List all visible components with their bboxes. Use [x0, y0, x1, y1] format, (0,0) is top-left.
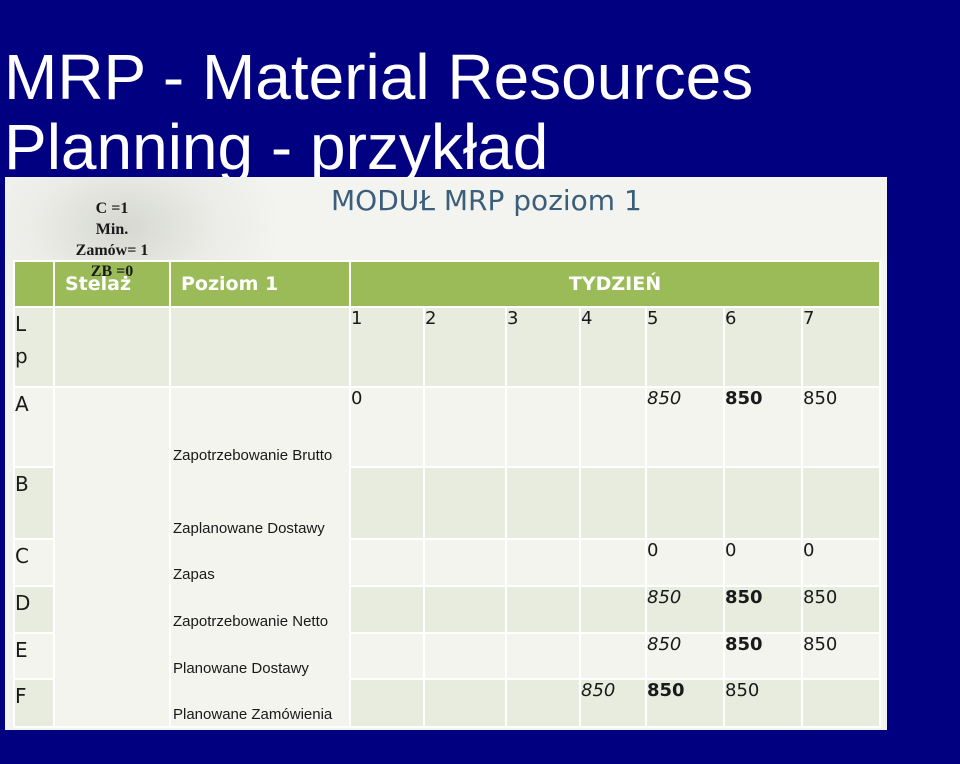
value-cell — [579, 538, 647, 587]
value-cell: 850 — [645, 386, 725, 468]
header-lp-blank — [13, 260, 55, 308]
row-lp: E — [13, 632, 55, 680]
value-cell — [423, 538, 507, 587]
value-cell — [801, 466, 881, 540]
value-cell — [349, 538, 425, 587]
item-parameters: C =1 Min. Zamów= 1 ZB =0 — [53, 200, 171, 728]
value-cell — [423, 632, 507, 680]
week-cell: 7 — [801, 306, 881, 388]
value-cell: 850 — [801, 585, 881, 634]
week-number-row: L p 1 2 3 4 5 6 7 — [13, 306, 881, 388]
value-cell: 850 — [645, 585, 725, 634]
header-stelaz: Stelaż — [53, 260, 171, 308]
lp-header-cell: L p — [13, 306, 55, 388]
value-cell — [423, 678, 507, 728]
value-cell: 850 — [723, 632, 803, 680]
table-row: A C =1 Min. Zamów= 1 ZB =0 Zapotrzebowan… — [13, 200, 881, 728]
value-cell — [349, 632, 425, 680]
label-stock: Zapas — [173, 566, 215, 583]
mrp-module-panel: MODUŁ MRP poziom 1 Stelaż Poziom 1 TYDZI… — [5, 177, 887, 730]
table-row: E 850 850 850 — [13, 632, 881, 680]
header-tydzien: TYDZIEŃ — [349, 260, 881, 308]
label-planned-orders: Planowane Zamówienia — [173, 706, 333, 723]
value-cell — [579, 632, 647, 680]
value-cell — [349, 466, 425, 540]
value-cell: 850 — [645, 678, 725, 728]
value-cell: 850 — [723, 386, 803, 468]
lp-header-line-2: p — [15, 344, 28, 368]
param-zb: ZB =0 — [90, 263, 134, 280]
value-cell — [505, 678, 581, 728]
value-cell: 0 — [801, 538, 881, 587]
value-cell — [579, 466, 647, 540]
header-poziom: Poziom 1 — [169, 260, 351, 308]
value-cell — [505, 386, 581, 468]
value-cell: 850 — [801, 386, 881, 468]
value-cell: 850 — [723, 585, 803, 634]
value-cell — [645, 466, 725, 540]
value-cell: 850 — [723, 678, 803, 728]
label-scheduled-receipts: Zaplanowane Dostawy — [173, 520, 325, 537]
param-min: Min. — [95, 221, 129, 238]
value-cell — [505, 466, 581, 540]
value-cell — [579, 386, 647, 468]
value-cell — [423, 466, 507, 540]
week-cell: 2 — [423, 306, 507, 388]
value-cell: 850 — [801, 632, 881, 680]
param-c: C =1 — [95, 200, 129, 217]
value-cell — [423, 386, 507, 468]
value-cell: 0 — [645, 538, 725, 587]
row-lp: C — [13, 538, 55, 587]
row-lp: F — [13, 678, 55, 728]
value-cell — [505, 538, 581, 587]
row-lp: D — [13, 585, 55, 634]
value-cell: 0 — [723, 538, 803, 587]
table-row: D 850 850 850 — [13, 585, 881, 634]
poziom-blank-cell — [169, 306, 351, 388]
value-cell — [579, 585, 647, 634]
table-row: B — [13, 466, 881, 540]
value-cell: 850 — [645, 632, 725, 680]
value-cell — [349, 678, 425, 728]
value-cell — [723, 466, 803, 540]
value-cell — [801, 678, 881, 728]
value-cell — [349, 585, 425, 634]
label-net-requirements: Zapotrzebowanie Netto — [173, 613, 329, 630]
slide-title: MRP - Material Resources Planning - przy… — [4, 42, 944, 182]
lp-header-line-1: L — [15, 312, 27, 336]
stelaz-blank-cell — [53, 306, 171, 388]
value-cell — [505, 585, 581, 634]
value-cell: 0 — [349, 386, 425, 468]
week-cell: 5 — [645, 306, 725, 388]
module-title: MODUŁ MRP poziom 1 — [331, 184, 642, 217]
table-row: C 0 0 0 — [13, 538, 881, 587]
value-cell — [423, 585, 507, 634]
slide-title-line-1: MRP - Material Resources — [4, 41, 754, 113]
value-cell: 850 — [579, 678, 647, 728]
table-row: F 850 850 850 — [13, 678, 881, 728]
param-zamow: Zamów= 1 — [75, 242, 149, 259]
mrp-table: Stelaż Poziom 1 TYDZIEŃ L p 1 2 3 4 5 6 … — [13, 200, 881, 728]
slide-title-line-2: Planning - przykład — [4, 111, 549, 183]
week-cell: 6 — [723, 306, 803, 388]
table-header-row: Stelaż Poziom 1 TYDZIEŃ — [13, 260, 881, 308]
row-labels-column: Zapotrzebowanie Brutto Zaplanowane Dosta… — [169, 386, 351, 728]
value-cell — [505, 632, 581, 680]
row-lp: A — [13, 386, 55, 468]
week-cell: 3 — [505, 306, 581, 388]
label-planned-receipts: Planowane Dostawy — [173, 660, 309, 677]
week-cell: 1 — [349, 306, 425, 388]
row-lp: B — [13, 466, 55, 540]
label-gross-requirements: Zapotrzebowanie Brutto — [173, 447, 333, 464]
week-cell: 4 — [579, 306, 647, 388]
